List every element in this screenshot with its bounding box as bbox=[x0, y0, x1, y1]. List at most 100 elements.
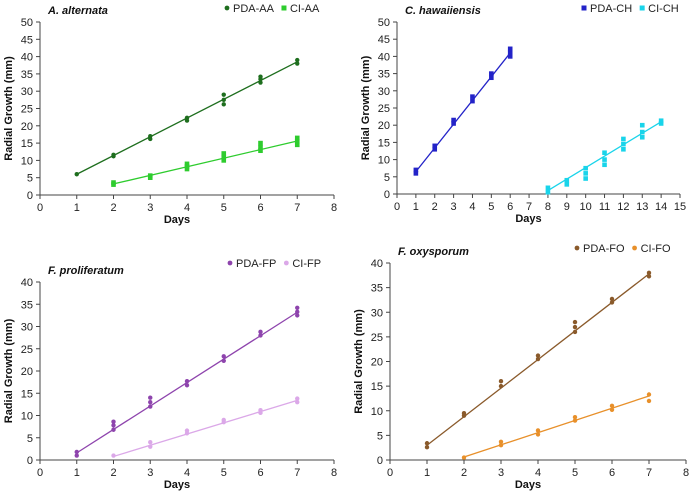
legend-label: PDA-CH bbox=[590, 3, 632, 15]
data-point bbox=[451, 121, 456, 126]
y-tick-label: 15 bbox=[378, 137, 390, 149]
x-tick-label: 8 bbox=[331, 202, 337, 214]
legend: PDA-CH CI-CH bbox=[581, 3, 679, 15]
y-tick-label: 35 bbox=[371, 283, 383, 295]
data-point bbox=[258, 407, 263, 413]
x-tick-label: 6 bbox=[257, 467, 263, 479]
data-point bbox=[295, 57, 300, 63]
panel-title: A. alternata bbox=[47, 5, 108, 17]
x-tick-label: 0 bbox=[37, 202, 43, 214]
y-tick-label: 50 bbox=[21, 17, 33, 29]
y-tick-label: 10 bbox=[21, 411, 33, 423]
data-point bbox=[184, 383, 190, 388]
legend-marker bbox=[281, 5, 287, 11]
data-point bbox=[609, 403, 615, 409]
data-point bbox=[535, 356, 541, 362]
panel-title: C. hawaiiensis bbox=[405, 5, 481, 17]
data-point bbox=[564, 182, 570, 187]
data-point bbox=[572, 414, 578, 420]
data-point bbox=[413, 171, 419, 176]
legend-label: PDA-FP bbox=[236, 258, 276, 270]
y-tick-label: 5 bbox=[384, 172, 390, 184]
data-point bbox=[111, 419, 116, 424]
data-point bbox=[221, 92, 226, 97]
y-tick-label: 25 bbox=[21, 344, 33, 356]
x-tick-label: 3 bbox=[147, 202, 153, 214]
legend-marker bbox=[283, 260, 289, 266]
x-tick-label: 12 bbox=[617, 201, 629, 213]
x-tick-label: 5 bbox=[488, 201, 494, 213]
data-point bbox=[148, 404, 153, 409]
y-tick-label: 40 bbox=[21, 52, 33, 64]
data-point bbox=[572, 319, 578, 325]
data-point bbox=[646, 274, 652, 279]
data-point bbox=[74, 172, 79, 177]
data-point bbox=[258, 140, 263, 146]
data-point bbox=[221, 151, 227, 156]
data-point bbox=[609, 300, 615, 305]
data-point bbox=[498, 383, 504, 389]
x-tick-label: 4 bbox=[184, 467, 190, 479]
data-point bbox=[294, 142, 300, 148]
data-point bbox=[184, 166, 190, 172]
y-tick-label: 30 bbox=[378, 86, 390, 98]
data-point bbox=[489, 71, 494, 76]
data-point bbox=[111, 453, 116, 458]
data-point bbox=[602, 157, 607, 162]
x-tick-label: 9 bbox=[564, 201, 570, 213]
data-point bbox=[609, 296, 615, 302]
series-CI-FO bbox=[461, 392, 652, 460]
series-PDA-FO bbox=[424, 270, 652, 450]
legend-label: PDA-AA bbox=[233, 3, 275, 15]
data-point bbox=[221, 158, 227, 163]
y-tick-label: 30 bbox=[21, 86, 33, 98]
data-point bbox=[646, 270, 652, 276]
x-tick-label: 11 bbox=[599, 201, 610, 213]
x-tick-label: 1 bbox=[74, 467, 80, 479]
chart-panel-3: 0 5 10 15 20 25 30 35 40 0 1 2 3 4 5 6 7 8 Days Radial Grow… bbox=[3, 258, 337, 491]
data-point bbox=[294, 139, 300, 144]
trend-line bbox=[463, 395, 650, 458]
data-point bbox=[583, 171, 588, 176]
series-PDA-AA bbox=[74, 57, 300, 177]
x-tick-label: 8 bbox=[683, 467, 689, 479]
x-tick-label: 3 bbox=[498, 467, 504, 479]
data-point bbox=[184, 115, 190, 121]
x-tick-label: 2 bbox=[110, 202, 116, 214]
data-point bbox=[451, 117, 456, 123]
series-CI-FP bbox=[111, 396, 300, 458]
y-axis-title: Radial Growth (mm) bbox=[3, 318, 15, 423]
data-point bbox=[221, 97, 226, 103]
data-point bbox=[295, 61, 300, 66]
x-tick-label: 6 bbox=[507, 201, 513, 213]
data-point bbox=[572, 324, 578, 330]
x-tick-label: 7 bbox=[646, 467, 652, 479]
legend-label: CI-CH bbox=[648, 3, 679, 15]
x-tick-label: 2 bbox=[432, 201, 438, 213]
legend: PDA-FO CI-FO bbox=[574, 243, 671, 255]
data-point bbox=[74, 449, 79, 455]
y-tick-label: 40 bbox=[378, 51, 390, 63]
y-tick-label: 5 bbox=[27, 433, 33, 445]
data-point bbox=[184, 163, 190, 169]
x-tick-label: 0 bbox=[394, 201, 400, 213]
panel-title: F. oxysporum bbox=[398, 246, 469, 258]
y-tick-label: 20 bbox=[21, 121, 33, 133]
y-tick-label: 25 bbox=[371, 332, 383, 344]
x-tick-label: 2 bbox=[461, 467, 467, 479]
series-PDA-FP bbox=[74, 305, 300, 458]
x-tick-label: 5 bbox=[221, 467, 227, 479]
x-tick-label: 0 bbox=[387, 467, 393, 479]
data-point bbox=[602, 162, 607, 168]
y-tick-label: 0 bbox=[27, 190, 33, 202]
y-tick-label: 0 bbox=[377, 455, 383, 467]
y-tick-label: 50 bbox=[378, 17, 390, 29]
data-point bbox=[258, 144, 263, 150]
legend-marker bbox=[227, 260, 233, 266]
data-point bbox=[413, 167, 419, 173]
data-point bbox=[221, 417, 226, 423]
data-point bbox=[461, 411, 467, 416]
x-tick-label: 4 bbox=[535, 467, 541, 479]
data-point bbox=[258, 80, 263, 85]
legend-label: CI-FP bbox=[292, 258, 321, 270]
